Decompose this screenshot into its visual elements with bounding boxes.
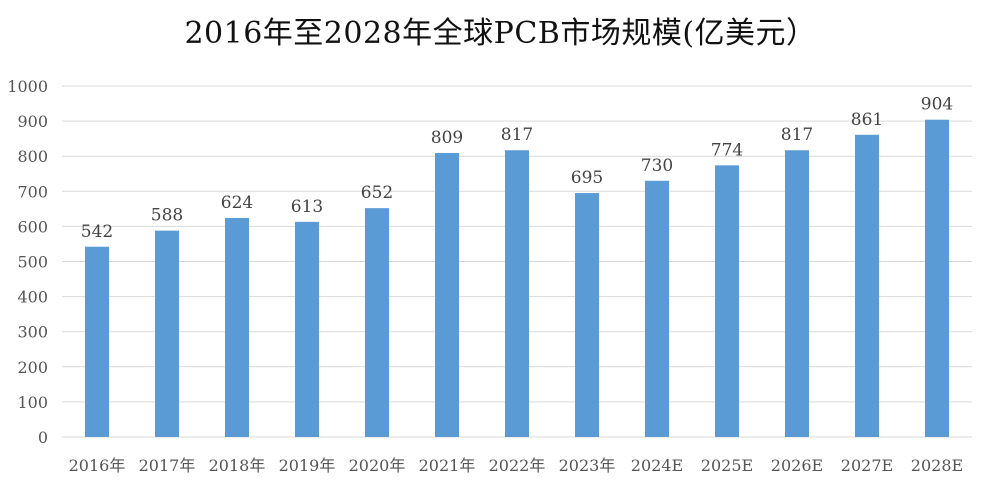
- bar: [785, 150, 809, 437]
- bar: [85, 246, 109, 437]
- x-tick-label: 2025E: [701, 456, 753, 475]
- x-tick-label: 2019年: [279, 456, 336, 475]
- bar: [855, 134, 879, 437]
- x-tick-label: 2021年: [419, 456, 476, 475]
- data-label: 730: [641, 156, 673, 176]
- y-tick-label: 1000: [7, 77, 48, 96]
- data-label: 695: [571, 168, 603, 188]
- y-axis-ticks: 0 100 200 300 400 500 600 700 800 900 1000: [7, 77, 48, 447]
- y-tick-label: 0: [38, 428, 48, 447]
- data-label: 652: [361, 183, 393, 203]
- data-label: 774: [711, 140, 743, 160]
- data-label: 817: [501, 125, 533, 145]
- bars: [85, 119, 949, 438]
- bar: [155, 230, 179, 437]
- x-tick-label: 2027E: [841, 456, 893, 475]
- x-axis-ticks: 2016年 2017年 2018年 2019年 2020年 2021年 2022年 2023年…: [69, 456, 964, 475]
- data-label: 904: [921, 95, 953, 115]
- bar: [435, 153, 459, 437]
- bar: [225, 217, 249, 437]
- y-tick-label: 400: [17, 288, 48, 307]
- data-label: 613: [291, 197, 323, 217]
- x-tick-label: 2020年: [349, 456, 406, 475]
- data-label: 817: [781, 125, 813, 145]
- x-tick-label: 2024E: [631, 456, 683, 475]
- data-label: 542: [81, 222, 113, 242]
- x-tick-label: 2022年: [489, 456, 546, 475]
- data-labels: 542 588 624 613 652 809 817 695 730 774 817 861 904: [81, 95, 953, 242]
- y-tick-label: 200: [17, 358, 48, 377]
- x-tick-label: 2028E: [911, 456, 963, 475]
- data-label: 809: [431, 128, 463, 148]
- x-tick-label: 2016年: [69, 456, 126, 475]
- bar: [715, 165, 739, 438]
- data-label: 588: [151, 206, 183, 226]
- y-tick-label: 600: [17, 217, 48, 236]
- y-tick-label: 900: [17, 112, 48, 131]
- x-tick-label: 2023年: [559, 456, 616, 475]
- x-tick-label: 2026E: [771, 456, 823, 475]
- y-tick-label: 800: [17, 147, 48, 166]
- x-tick-label: 2017年: [139, 456, 196, 475]
- data-label: 861: [851, 110, 883, 130]
- x-tick-label: 2018年: [209, 456, 266, 475]
- bar: [295, 221, 319, 437]
- chart-title: 2016年至2028年全球PCB市场规模(亿美元）: [184, 16, 817, 51]
- y-tick-label: 300: [17, 323, 48, 342]
- y-tick-label: 500: [17, 253, 48, 272]
- bar: [925, 119, 949, 438]
- bar: [365, 208, 389, 437]
- bar: [505, 150, 529, 437]
- bar: [575, 193, 599, 437]
- y-tick-label: 100: [17, 393, 48, 412]
- bar: [645, 180, 669, 437]
- data-label: 624: [221, 193, 253, 213]
- y-tick-label: 700: [17, 182, 48, 201]
